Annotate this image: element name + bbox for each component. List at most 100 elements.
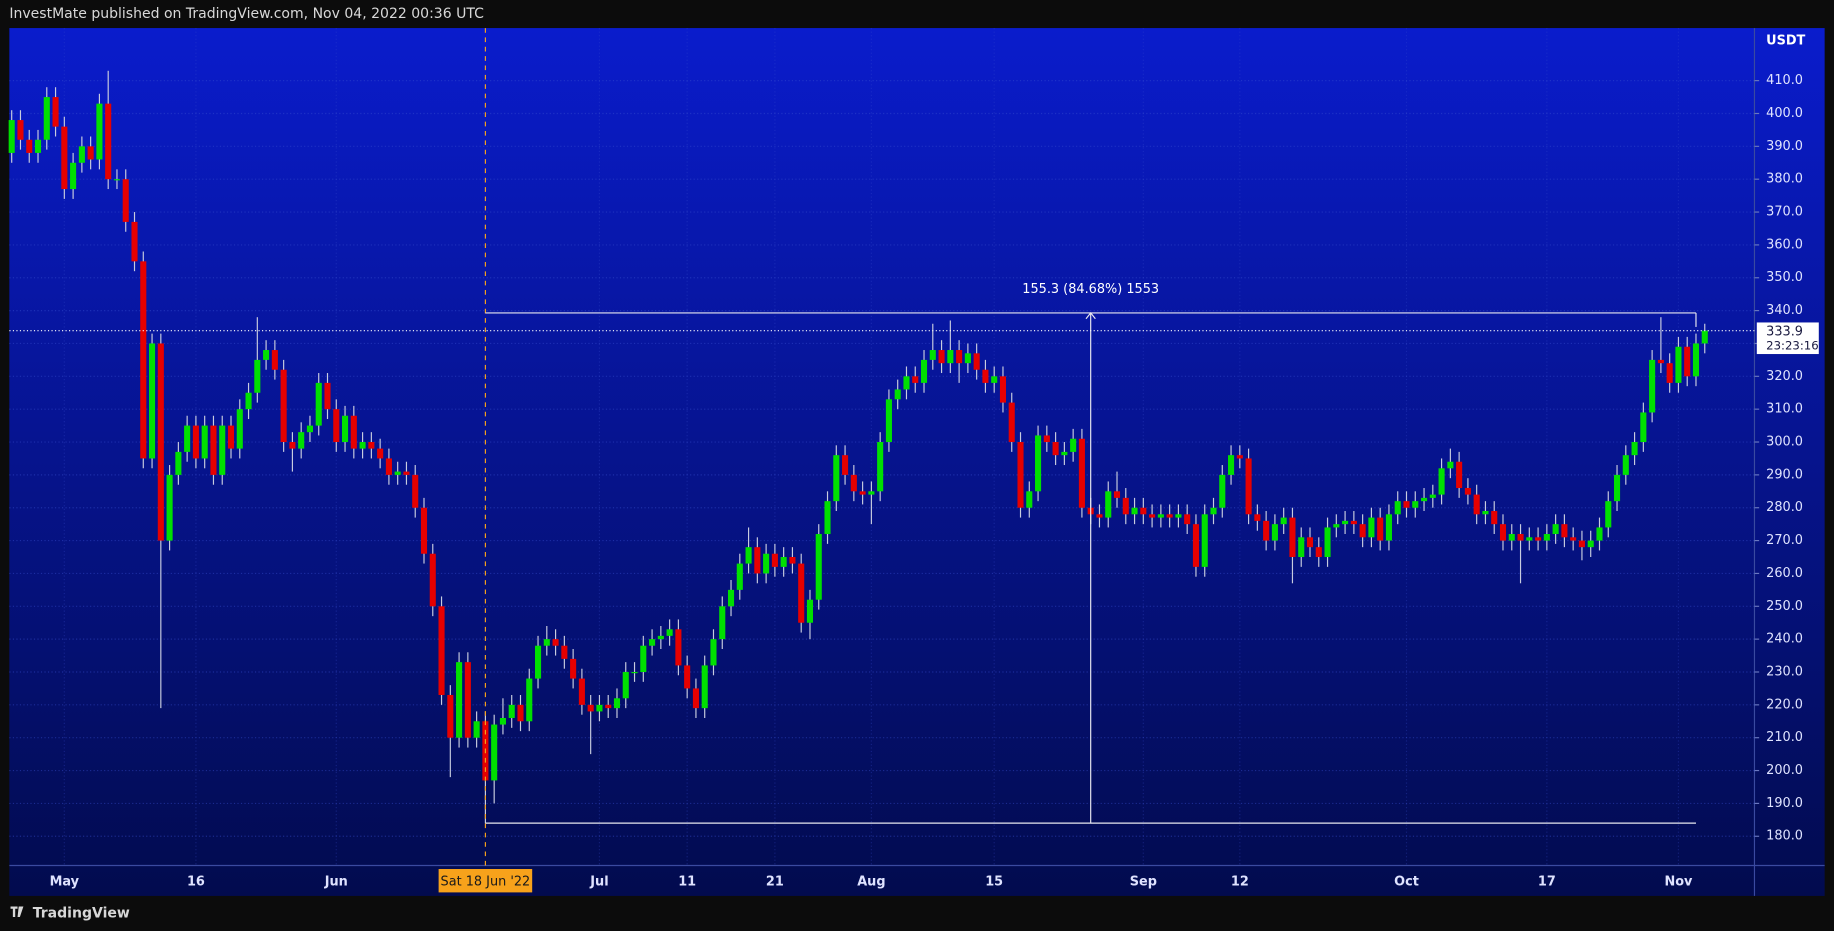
y-tick-label: 320.0 bbox=[1766, 369, 1803, 384]
candle-body bbox=[1078, 438, 1085, 508]
candle-body bbox=[298, 432, 305, 449]
candle-body bbox=[464, 662, 471, 738]
candle-body bbox=[1236, 455, 1243, 459]
candle-body bbox=[412, 474, 419, 508]
candle-body bbox=[868, 491, 875, 495]
candle-body bbox=[1254, 514, 1261, 521]
candle-body bbox=[1377, 517, 1384, 541]
y-tick-label: 360.0 bbox=[1766, 237, 1803, 252]
candle-body bbox=[1491, 511, 1498, 525]
candle-body bbox=[499, 717, 506, 725]
candle-body bbox=[1666, 363, 1673, 383]
y-tick-label: 250.0 bbox=[1766, 599, 1803, 614]
y-tick-label: 340.0 bbox=[1766, 303, 1803, 318]
candle-body bbox=[1640, 412, 1647, 443]
candle-body bbox=[754, 547, 761, 574]
candle-body bbox=[815, 534, 822, 600]
last-price-label: 333.9 bbox=[1766, 324, 1803, 339]
candle-body bbox=[991, 376, 998, 383]
candle-body bbox=[315, 382, 322, 426]
candle-body bbox=[850, 474, 857, 492]
candle-body bbox=[359, 442, 366, 449]
footer-brand: TradingView bbox=[33, 905, 130, 921]
candle-body bbox=[1061, 451, 1068, 456]
x-tick-label: 17 bbox=[1538, 874, 1556, 889]
candle-body bbox=[1394, 501, 1401, 515]
candle-body bbox=[1613, 474, 1621, 502]
candle-body bbox=[771, 553, 778, 567]
candle-body bbox=[622, 671, 629, 699]
candle-body bbox=[1499, 524, 1507, 541]
candle-body bbox=[1157, 514, 1164, 518]
candle-body bbox=[1333, 524, 1340, 528]
candle-body bbox=[1175, 514, 1182, 518]
candle-body bbox=[1587, 540, 1594, 548]
candle-body bbox=[1315, 547, 1322, 558]
candle-body bbox=[798, 563, 805, 623]
candle-body bbox=[271, 350, 278, 370]
candle-body bbox=[166, 474, 173, 541]
candle-body bbox=[1517, 534, 1524, 541]
candle-body bbox=[1210, 507, 1217, 515]
candle-body bbox=[526, 678, 533, 722]
candle-body bbox=[920, 359, 928, 383]
candle-body bbox=[1342, 520, 1349, 525]
candle-body bbox=[710, 639, 717, 666]
y-tick-label: 370.0 bbox=[1766, 205, 1803, 220]
candle-body bbox=[561, 645, 568, 659]
candle-body bbox=[1122, 497, 1129, 515]
candle-body bbox=[684, 665, 691, 689]
candle-body bbox=[306, 425, 313, 433]
candle-body bbox=[473, 721, 480, 738]
candle-body bbox=[587, 704, 594, 712]
candle-body bbox=[701, 665, 708, 709]
candle-body bbox=[192, 425, 199, 459]
candle-body bbox=[52, 97, 59, 127]
candle-body bbox=[596, 704, 603, 712]
candle-body bbox=[324, 382, 331, 410]
candle-body bbox=[131, 221, 138, 262]
y-tick-label: 240.0 bbox=[1766, 632, 1803, 647]
y-tick-label: 380.0 bbox=[1766, 172, 1803, 187]
candle-body bbox=[956, 350, 963, 364]
candle-body bbox=[1184, 514, 1191, 525]
candle-body bbox=[938, 350, 945, 364]
y-tick-label: 230.0 bbox=[1766, 664, 1803, 679]
candle-body bbox=[1219, 474, 1226, 508]
candle-body bbox=[1131, 507, 1138, 515]
candle-body bbox=[1605, 501, 1612, 528]
candle-body bbox=[1561, 524, 1568, 538]
y-tick-label: 280.0 bbox=[1766, 500, 1803, 515]
candle-body bbox=[1464, 488, 1471, 495]
candle-body bbox=[1298, 537, 1305, 558]
candle-body bbox=[1359, 524, 1366, 538]
candle-body bbox=[1368, 517, 1375, 538]
candle-body bbox=[1508, 534, 1515, 541]
countdown-label: 23:23:16 bbox=[1766, 338, 1819, 352]
candle-body bbox=[87, 146, 94, 160]
candle-body bbox=[1324, 527, 1331, 558]
candle-body bbox=[368, 442, 375, 449]
candle-body bbox=[1008, 402, 1015, 443]
candle-body bbox=[605, 704, 612, 709]
candle-body bbox=[631, 671, 638, 674]
y-tick-label: 290.0 bbox=[1766, 467, 1803, 482]
x-tick-label: Jun bbox=[324, 874, 348, 889]
candle-body bbox=[1596, 527, 1603, 541]
candle-body bbox=[692, 688, 699, 709]
candle-body bbox=[1657, 359, 1664, 364]
candle-body bbox=[34, 139, 42, 153]
candle-body bbox=[517, 704, 524, 722]
candle-body bbox=[666, 629, 673, 636]
candle-body bbox=[552, 639, 559, 646]
x-tick-label: Oct bbox=[1394, 874, 1419, 889]
candle-body bbox=[613, 698, 621, 709]
candle-body bbox=[1201, 514, 1208, 567]
candle-body bbox=[640, 645, 647, 672]
x-tick-label: Jul bbox=[589, 874, 608, 889]
candle-body bbox=[17, 120, 24, 140]
candle-body bbox=[1482, 511, 1489, 515]
candle-body bbox=[1526, 537, 1533, 541]
candle-body bbox=[175, 451, 182, 475]
